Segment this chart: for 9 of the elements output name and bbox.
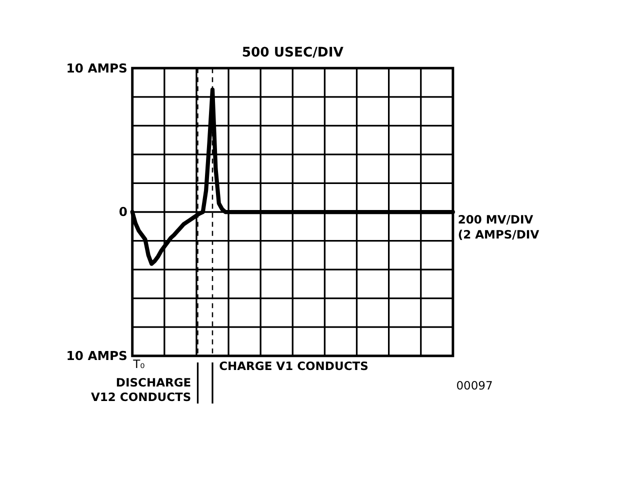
- y-axis-title: 200 MV/DIV (2 AMPS/DIV: [458, 212, 540, 242]
- text: 00097: [456, 378, 493, 393]
- text: CHARGE V1 CONDUCTS: [219, 358, 368, 373]
- chart-title: 500 USEC/DIV: [242, 46, 344, 61]
- y-tick-label: 10 AMPS: [66, 61, 128, 76]
- text: T₀: [132, 357, 146, 372]
- y-tick-label: 10 AMPS: [66, 348, 128, 363]
- text: DISCHARGE V12 CONDUCTS: [90, 375, 192, 404]
- y-tick-label: 0: [118, 205, 128, 220]
